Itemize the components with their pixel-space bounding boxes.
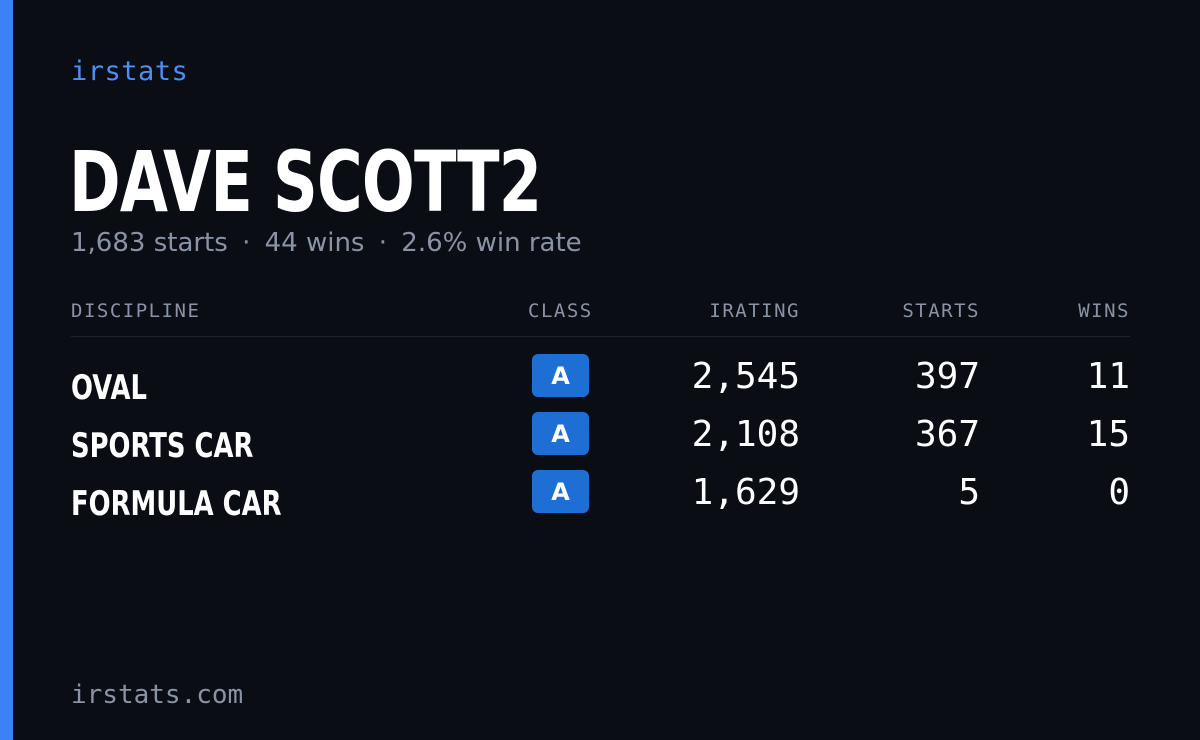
row-discipline: FORMULA CAR — [71, 484, 282, 524]
summary-separator: · — [378, 228, 388, 258]
class-badge: A — [532, 354, 589, 397]
header-class: CLASS — [528, 300, 593, 322]
row-irating: 1,629 — [691, 472, 800, 513]
table-header: DISCIPLINE CLASS IRATING STARTS WINS — [71, 300, 1130, 337]
summary-starts: 1,683 starts — [71, 228, 228, 258]
table-row: FORMULA CAR A 1,629 5 0 — [71, 470, 1130, 524]
table-row: OVAL A 2,545 397 11 — [71, 354, 1130, 408]
row-wins: 0 — [1108, 472, 1130, 513]
row-starts: 397 — [914, 356, 980, 397]
summary-wins: 44 wins — [264, 228, 365, 258]
row-discipline: OVAL — [71, 368, 147, 408]
row-wins: 15 — [1086, 414, 1130, 455]
footer-url: irstats.com — [71, 680, 244, 710]
row-starts: 367 — [914, 414, 980, 455]
header-irating: IRATING — [709, 300, 800, 322]
summary-separator: · — [242, 228, 251, 258]
class-badge: A — [532, 412, 589, 455]
row-irating: 2,545 — [691, 356, 800, 397]
driver-name: DAVE SCOTT2 — [69, 133, 542, 231]
row-wins: 11 — [1086, 356, 1130, 397]
row-irating: 2,108 — [691, 414, 800, 455]
header-discipline: DISCIPLINE — [71, 300, 201, 322]
driver-summary: 1,683 starts · 44 wins · 2.6% win rate — [71, 228, 582, 258]
row-discipline: SPORTS CAR — [71, 426, 254, 466]
summary-win-rate: 2.6% win rate — [401, 228, 582, 258]
header-wins: WINS — [1078, 300, 1130, 322]
table-row: SPORTS CAR A 2,108 367 15 — [71, 412, 1130, 466]
row-starts: 5 — [958, 472, 980, 513]
accent-bar — [0, 0, 13, 740]
brand-logo: irstats — [71, 56, 189, 87]
class-badge: A — [532, 470, 589, 513]
header-starts: STARTS — [902, 300, 980, 322]
